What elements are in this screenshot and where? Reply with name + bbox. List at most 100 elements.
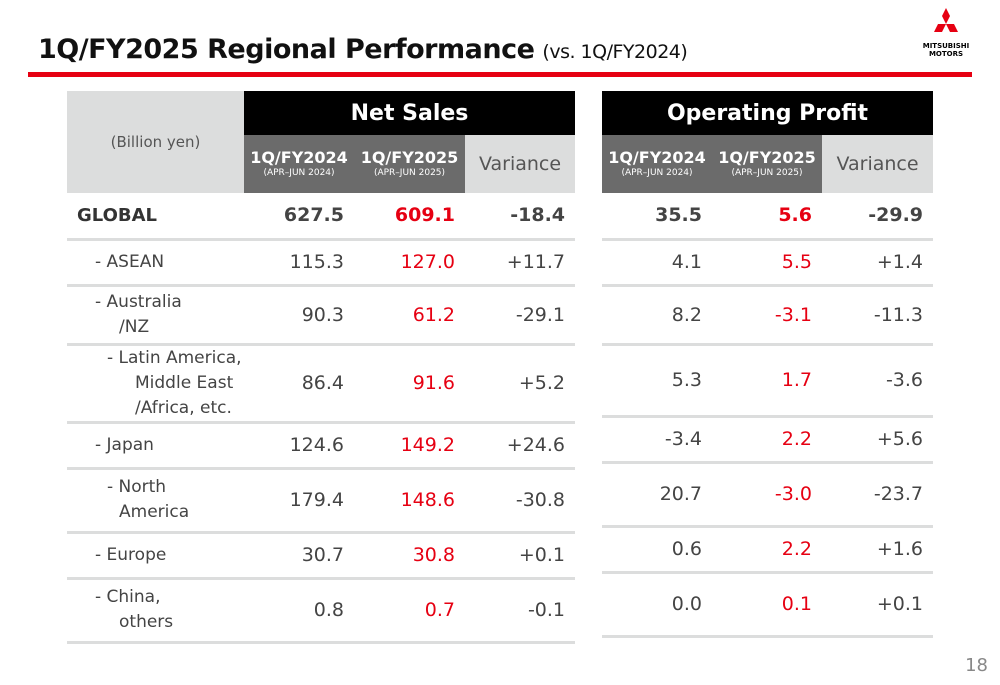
col-curr-period: (APR–JUN 2025): [373, 167, 446, 178]
operating-profit-header: Operating Profit: [602, 91, 934, 135]
op-col-prev-period: (APR–JUN 2024): [621, 167, 693, 178]
op-profit-prev: 8.2: [602, 285, 712, 346]
col-curr-header: 1Q/FY2025 (APR–JUN 2025): [354, 135, 465, 193]
table-row: - Europe 30.7 30.8 +0.1: [67, 532, 576, 580]
col-variance-header: Variance: [465, 135, 576, 193]
region-label-line: - China,: [95, 587, 161, 607]
table-row: 20.7 -3.0 -23.7: [602, 462, 934, 528]
op-profit-prev: 0.0: [602, 572, 712, 638]
op-col-curr-label: 1Q/FY2025: [718, 148, 816, 168]
col-prev-period: (APR–JUN 2024): [263, 167, 335, 178]
net-sales-variance: -30.8: [465, 468, 576, 534]
net-sales-variance: +24.6: [465, 422, 576, 470]
table-row: 0.0 0.1 +0.1: [602, 572, 934, 638]
op-profit-curr: -3.1: [712, 285, 822, 346]
region-label: - North America: [67, 468, 244, 534]
net-sales-prev: 179.4: [244, 468, 354, 534]
unit-label: (Billion yen): [67, 91, 244, 193]
table-row: 8.2 -3.1 -11.3: [602, 285, 934, 346]
net-sales-curr: 91.6: [354, 344, 465, 424]
region-label-line: GLOBAL: [77, 204, 158, 226]
col-prev-label: 1Q/FY2024: [250, 148, 348, 168]
net-sales-table: (Billion yen) Net Sales 1Q/FY2024 (APR–J…: [67, 91, 576, 644]
table-row: - China, others 0.8 0.7 -0.1: [67, 578, 576, 644]
table-row: 0.6 2.2 +1.6: [602, 526, 934, 574]
op-profit-variance: -29.9: [822, 193, 934, 241]
op-profit-curr: 5.5: [712, 239, 822, 287]
op-profit-variance: +1.4: [822, 239, 934, 287]
op-profit-variance: -3.6: [822, 344, 934, 418]
op-profit-prev: 4.1: [602, 239, 712, 287]
op-profit-prev: -3.4: [602, 416, 712, 464]
op-profit-variance: -11.3: [822, 285, 934, 346]
op-profit-curr: 0.1: [712, 572, 822, 638]
net-sales-curr: 148.6: [354, 468, 465, 534]
net-sales-curr: 30.8: [354, 532, 465, 580]
net-sales-variance: +11.7: [465, 239, 576, 287]
region-label: - Australia/NZ: [67, 285, 244, 346]
operating-profit-table: Operating Profit 1Q/FY2024 (APR–JUN 2024…: [602, 91, 934, 638]
region-label: - Europe: [67, 532, 244, 580]
page-title: 1Q/FY2025 Regional Performance (vs. 1Q/FY…: [38, 34, 688, 65]
op-col-curr-period: (APR–JUN 2025): [731, 167, 803, 178]
logo-text: MITSUBISHI MOTORS: [922, 42, 970, 58]
op-profit-variance: +1.6: [822, 526, 934, 574]
table-row: - Latin America, Middle East/Africa, etc.…: [67, 344, 576, 424]
op-profit-curr: 1.7: [712, 344, 822, 418]
net-sales-curr: 0.7: [354, 578, 465, 644]
op-profit-variance: +0.1: [822, 572, 934, 638]
net-sales-prev: 30.7: [244, 532, 354, 580]
net-sales-prev: 90.3: [244, 285, 354, 346]
op-profit-prev: 20.7: [602, 462, 712, 528]
region-label: - Latin America, Middle East/Africa, etc.: [67, 344, 244, 424]
net-sales-curr: 127.0: [354, 239, 465, 287]
net-sales-prev: 627.5: [244, 193, 354, 241]
table-row: - ASEAN 115.3 127.0 +11.7: [67, 239, 576, 287]
col-prev-header: 1Q/FY2024 (APR–JUN 2024): [244, 135, 354, 193]
region-label-line: - Europe: [95, 544, 167, 565]
table-row: - North America 179.4 148.6 -30.8: [67, 468, 576, 534]
op-col-curr-header: 1Q/FY2025 (APR–JUN 2025): [712, 135, 822, 193]
region-label-line: - ASEAN: [95, 251, 165, 272]
region-label-line: /Africa, etc.: [135, 397, 232, 418]
op-profit-curr: 2.2: [712, 526, 822, 574]
page-number: 18: [965, 655, 988, 676]
net-sales-prev: 115.3: [244, 239, 354, 287]
net-sales-variance: -0.1: [465, 578, 576, 644]
op-profit-prev: 0.6: [602, 526, 712, 574]
net-sales-header: Net Sales: [244, 91, 576, 135]
net-sales-curr: 61.2: [354, 285, 465, 346]
net-sales-prev: 124.6: [244, 422, 354, 470]
op-profit-curr: 2.2: [712, 416, 822, 464]
table-row: -3.4 2.2 +5.6: [602, 416, 934, 464]
title-underline: [28, 72, 972, 77]
net-sales-prev: 0.8: [244, 578, 354, 644]
net-sales-prev: 86.4: [244, 344, 354, 424]
op-col-variance-header: Variance: [822, 135, 934, 193]
net-sales-curr: 609.1: [354, 193, 465, 241]
col-curr-label: 1Q/FY2025: [360, 148, 459, 168]
net-sales-variance: -29.1: [465, 285, 576, 346]
mitsubishi-logo: MITSUBISHI MOTORS: [923, 8, 969, 62]
table-row: 5.3 1.7 -3.6: [602, 344, 934, 418]
table-row: 35.5 5.6 -29.9: [602, 193, 934, 241]
page-title-text: 1Q/FY2025 Regional Performance: [38, 34, 535, 65]
region-label: GLOBAL: [67, 193, 244, 241]
region-label-line: America: [119, 502, 190, 522]
region-label-line: Middle East: [135, 372, 234, 393]
region-label-line: - Latin America,: [107, 347, 242, 368]
table-row: GLOBAL 627.5 609.1 -18.4: [67, 193, 576, 241]
table-row: 4.1 5.5 +1.4: [602, 239, 934, 287]
region-label-line: - North: [107, 477, 167, 497]
region-label: - ASEAN: [67, 239, 244, 287]
table-row: - Japan 124.6 149.2 +24.6: [67, 422, 576, 470]
op-profit-prev: 5.3: [602, 344, 712, 418]
op-profit-variance: +5.6: [822, 416, 934, 464]
table-row: - Australia/NZ 90.3 61.2 -29.1: [67, 285, 576, 346]
op-profit-curr: 5.6: [712, 193, 822, 241]
page-subtitle: (vs. 1Q/FY2024): [542, 41, 688, 63]
op-profit-curr: -3.0: [712, 462, 822, 528]
region-label-line: - Japan: [95, 434, 154, 455]
three-diamonds-icon: [934, 8, 958, 32]
region-label-line: /NZ: [119, 316, 150, 337]
